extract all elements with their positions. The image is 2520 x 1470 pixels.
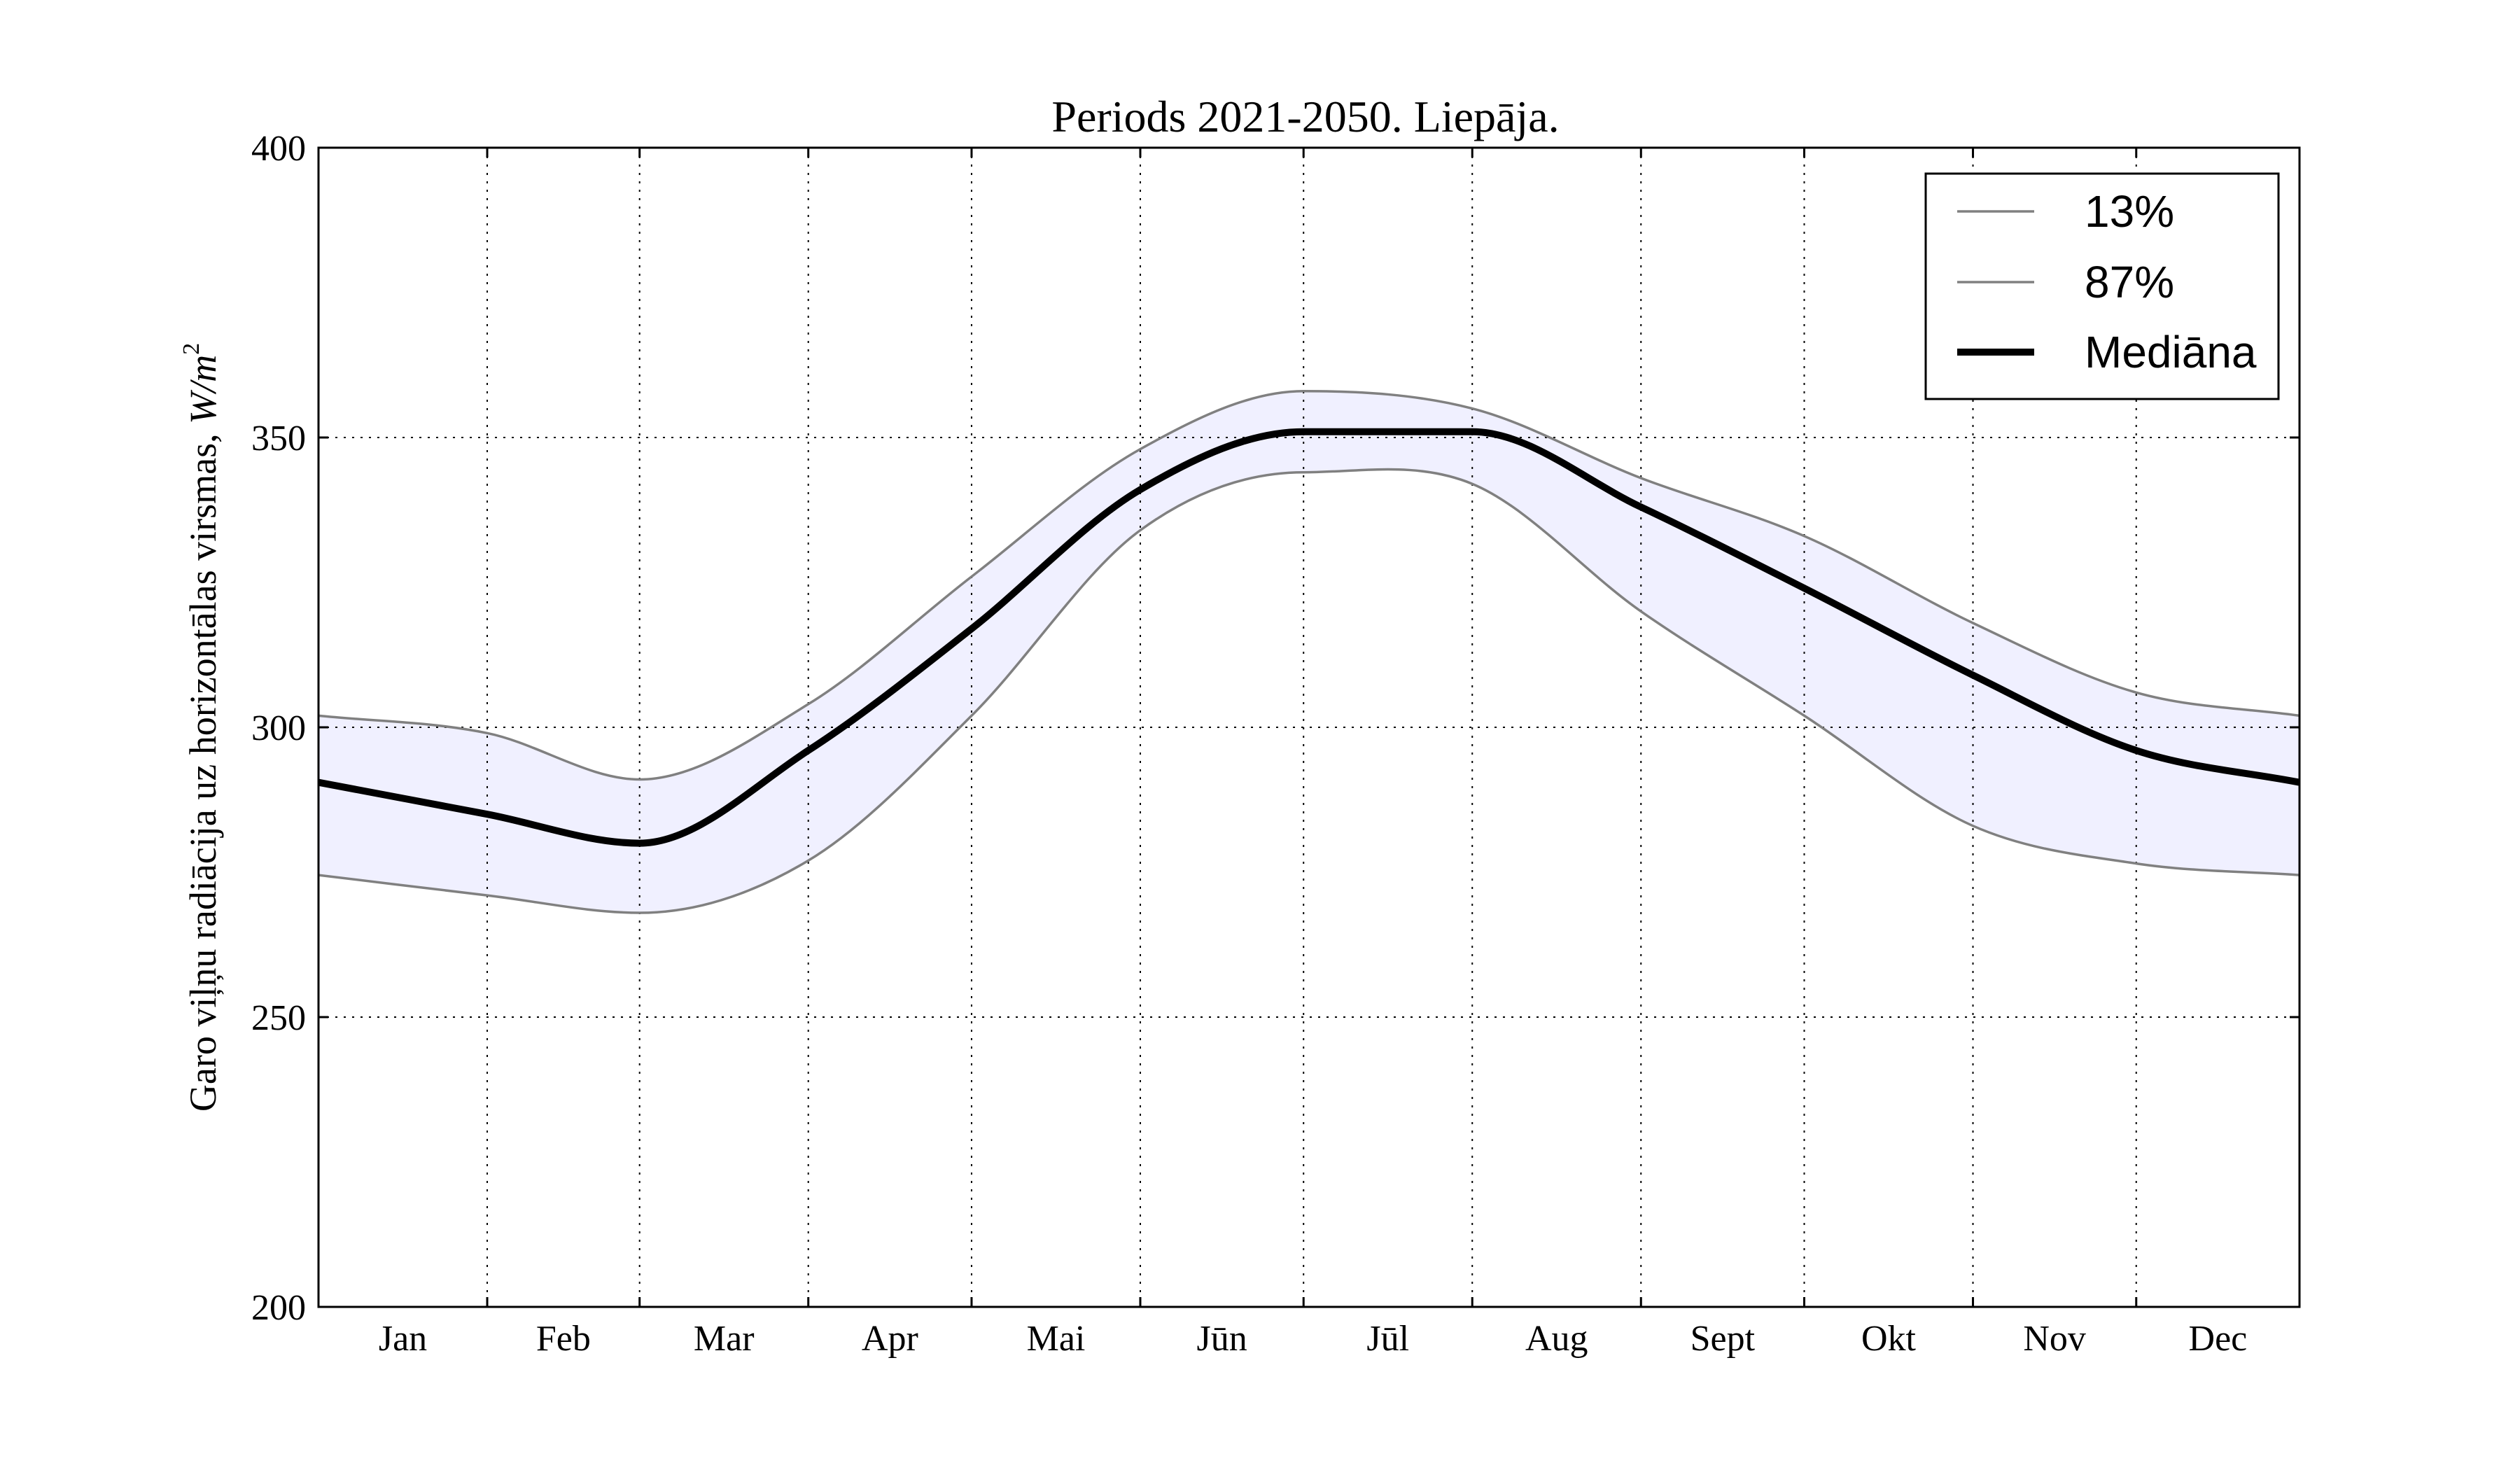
- y-tick-label: 250: [251, 998, 306, 1038]
- series-line-1: [318, 468, 2300, 914]
- y-tick-label: 200: [251, 1288, 306, 1328]
- y-axis-label-unit-superscript: 2: [178, 343, 204, 355]
- series-layer: [318, 390, 2300, 914]
- x-tick-label: Dec: [2189, 1319, 2248, 1359]
- x-tick-label: Jan: [379, 1319, 427, 1359]
- x-tick-label: Okt: [1861, 1319, 1917, 1359]
- x-tick-labels: Jan Feb Mar Apr Mai Jūn Jūl Aug Sept Okt Nov Dec: [379, 1319, 2247, 1359]
- chart-title: Periods 2021-2050. Liepāja.: [1051, 92, 1559, 141]
- x-tick-label: Feb: [536, 1319, 591, 1359]
- x-tick-label: Apr: [862, 1319, 918, 1359]
- y-axis-label: Garo viļņu radiācija uz horizontālas vir…: [178, 343, 224, 1112]
- series-line-2: [318, 390, 2300, 781]
- legend-label: 13%: [2085, 186, 2174, 237]
- y-tick-label: 400: [251, 129, 306, 169]
- y-axis-label-unit: W/m: [182, 355, 224, 424]
- x-tick-label: Jūl: [1366, 1319, 1409, 1359]
- confidence-band: [318, 391, 2300, 913]
- ticks: [318, 146, 2300, 1308]
- legend-label: Mediāna: [2085, 327, 2257, 377]
- x-tick-label: Mar: [694, 1319, 755, 1359]
- legend-label: 87%: [2085, 257, 2174, 307]
- y-tick-label: 350: [251, 419, 306, 458]
- x-tick-label: Mai: [1027, 1319, 1086, 1359]
- y-axis-label-text: Garo viļņu radiācija uz horizontālas vir…: [182, 424, 224, 1112]
- y-tick-label: 300: [251, 708, 306, 748]
- x-tick-label: Aug: [1525, 1319, 1588, 1359]
- legend: 13% 87% Mediāna: [1924, 172, 2280, 400]
- x-tick-label: Sept: [1690, 1319, 1756, 1359]
- x-tick-label: Jūn: [1196, 1319, 1247, 1359]
- y-tick-labels: 200 250 300 350 400: [251, 129, 306, 1328]
- x-tick-label: Nov: [2023, 1319, 2086, 1359]
- series-line-3: [318, 428, 2300, 847]
